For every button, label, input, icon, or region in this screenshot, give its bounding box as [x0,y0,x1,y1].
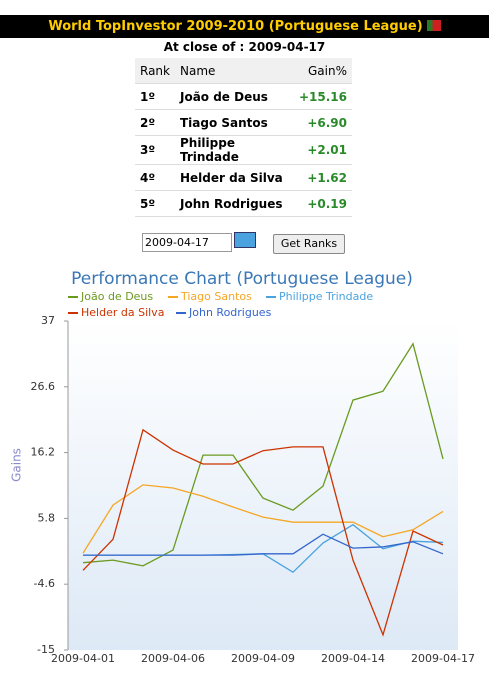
gain: +2.01 [293,135,352,165]
gain: +15.16 [293,83,352,110]
y-tick-label: 37 [41,314,55,327]
chart: Performance Chart (Portuguese League) Ga… [10,269,475,665]
rank: 4º [135,164,175,191]
chart-title: Performance Chart (Portuguese League) [71,269,413,289]
name: Tiago Santos [174,109,294,136]
col-header: Rank [135,58,175,84]
x-tick-label: 2009-04-17 [411,652,475,665]
series-line [82,484,444,554]
x-tick-label: 2009-04-09 [231,652,295,665]
x-tick-label: 2009-04-14 [321,652,385,665]
calendar-button[interactable] [234,232,256,248]
series-line [82,342,444,567]
gain: +6.90 [293,109,352,136]
col-header: Gain% [293,58,352,84]
legend-label: Philippe Trindade [279,290,373,303]
gain: +1.62 [293,164,352,191]
col-header: Name [174,58,294,84]
x-tick-label: 2009-04-06 [141,652,205,665]
date-input[interactable]: 2009-04-17 [142,233,232,252]
title: World TopInvestor 2009-2010 (Portuguese … [48,19,423,34]
legend-label: João de Deus [80,290,153,303]
name: João de Deus [174,83,294,110]
name: Helder da Silva [174,164,294,191]
rank: 1º [135,83,175,110]
gain: +0.19 [293,190,352,217]
rank: 3º [135,135,175,165]
legend-label: Helder da Silva [81,306,164,319]
close-date: At close of : 2009-04-17 [163,40,326,54]
flag-icon [426,20,441,31]
y-tick-label: 16.2 [31,446,56,459]
legend-label: John Rodrigues [188,306,272,319]
legend-label: Tiago Santos [180,290,252,303]
series-line [82,428,444,637]
rank: 5º [135,190,175,217]
x-tick-label: 2009-04-01 [51,652,115,665]
rank: 2º [135,109,175,136]
y-tick-label: -4.6 [34,577,55,590]
header: World TopInvestor 2009-2010 (Portuguese … [0,15,489,38]
y-tick-label: 5.8 [38,511,56,524]
plot-area [68,321,458,650]
y-tick-label: 26.6 [31,380,56,393]
get-ranks-button[interactable]: Get Ranks [273,234,345,254]
ranking-table: Rank Name Gain% 1º João de Deus +15.16 2º Tia… [135,58,352,217]
name: Philippe Trindade [174,135,294,165]
y-tick-label: -15 [37,643,55,656]
series-line [83,533,444,556]
y-axis-label: Gains [10,448,24,482]
name: John Rodrigues [174,190,294,217]
